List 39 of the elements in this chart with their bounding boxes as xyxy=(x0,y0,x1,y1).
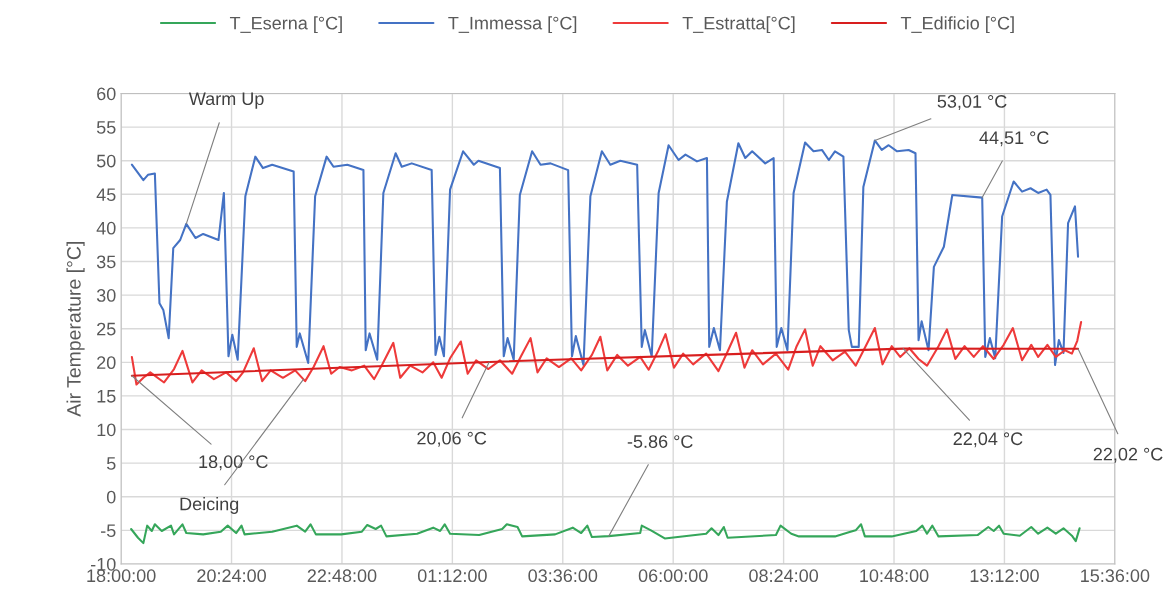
annotation: 20,06 °C xyxy=(417,431,487,447)
annotation: -5.86 °C xyxy=(627,435,693,448)
y-tick-label: 0 xyxy=(106,490,116,504)
y-tick-label: 40 xyxy=(96,221,116,235)
annotation: Warm Up xyxy=(188,92,264,109)
y-tick-label: 25 xyxy=(97,322,116,336)
x-tick-label: 20:24:00 xyxy=(197,569,266,583)
y-tick-label: 5 xyxy=(106,457,116,470)
annotation: 22,02 °C xyxy=(1093,447,1163,463)
legend-label: T_Immessa [°C] xyxy=(448,16,577,34)
legend-label: T_Edificio [°C] xyxy=(900,16,1014,34)
x-tick-label: 06:00:00 xyxy=(638,569,708,583)
y-tick-label: 20 xyxy=(97,356,116,370)
annotation: Deicing xyxy=(180,497,239,514)
annotation: 53,01 °C xyxy=(937,95,1007,110)
y-tick-label: 30 xyxy=(96,289,116,302)
y-tick-label: 60 xyxy=(97,87,116,101)
y-tick-label: 35 xyxy=(96,255,116,269)
y-tick-label: 10 xyxy=(97,423,116,437)
annotation: 44,51 °C xyxy=(979,131,1049,147)
x-tick-label: 10:48:00 xyxy=(860,569,929,583)
y-axis-title: Air Temperature [°C] xyxy=(66,242,85,417)
x-tick-label: 13:12:00 xyxy=(970,569,1039,583)
y-tick-label: 15 xyxy=(97,390,116,403)
x-tick-label: 22:48:00 xyxy=(307,569,377,583)
x-tick-label: 03:36:00 xyxy=(528,569,598,583)
x-tick-label: 18:00:00 xyxy=(87,569,156,583)
y-tick-label: 55 xyxy=(96,121,116,134)
y-tick-label: 45 xyxy=(96,188,116,202)
legend-label: T_Eserna [°C] xyxy=(229,16,342,34)
x-tick-label: 01:12:00 xyxy=(417,569,487,583)
x-tick-label: 15:36:00 xyxy=(1081,569,1150,583)
y-tick-label: -10 xyxy=(90,557,116,571)
y-tick-label: -5 xyxy=(101,524,116,538)
x-tick-label: 08:24:00 xyxy=(749,569,819,583)
annotation: 22,04 °C xyxy=(953,432,1023,448)
legend-label: T_Estratta[°C] xyxy=(682,16,795,34)
y-tick-label: 50 xyxy=(96,154,116,168)
annotation: 18,00 °C xyxy=(199,455,268,471)
